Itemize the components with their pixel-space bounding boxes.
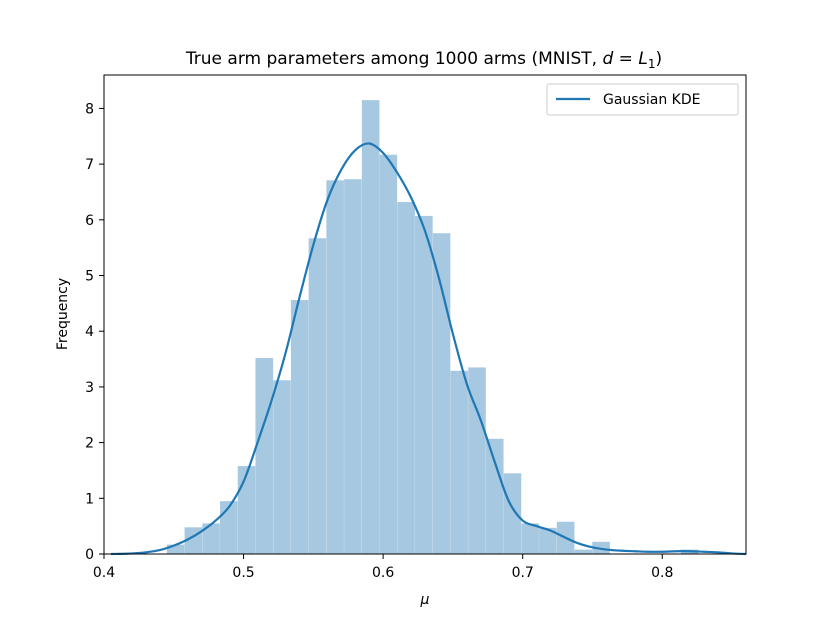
histogram-bar bbox=[219, 500, 238, 555]
chart-title: True arm parameters among 1000 arms (MNI… bbox=[185, 49, 662, 71]
x-tick-label: 0.5 bbox=[232, 565, 254, 581]
x-tick-label: 0.7 bbox=[512, 565, 534, 581]
y-axis-label: Frequency bbox=[55, 278, 71, 350]
histogram-bar bbox=[574, 549, 593, 555]
legend-label-kde: Gaussian KDE bbox=[603, 92, 701, 108]
x-axis-ticks: 0.4 0.5 0.6 0.7 0.8 bbox=[93, 554, 673, 581]
y-tick-label: 3 bbox=[85, 380, 94, 396]
histogram-bar bbox=[503, 472, 522, 555]
histogram-bar bbox=[521, 523, 540, 555]
histogram-bar bbox=[414, 215, 433, 555]
x-tick-label: 0.8 bbox=[651, 565, 673, 581]
y-tick-label: 5 bbox=[85, 269, 94, 285]
histogram-bar bbox=[396, 201, 416, 555]
histogram-bar bbox=[326, 180, 345, 555]
histogram-bar bbox=[272, 379, 292, 555]
y-tick-label: 8 bbox=[85, 101, 94, 117]
legend: Gaussian KDE bbox=[546, 83, 739, 116]
kde-curve bbox=[110, 142, 747, 556]
histogram-bar bbox=[450, 370, 469, 555]
x-axis-label: μ bbox=[420, 592, 430, 608]
y-axis-ticks: 0 1 2 3 4 5 6 7 8 bbox=[85, 101, 104, 563]
histogram-bar bbox=[255, 357, 274, 555]
legend-box bbox=[546, 83, 739, 116]
histogram-bars bbox=[166, 99, 699, 555]
histogram-bar bbox=[432, 232, 451, 555]
y-tick-label: 0 bbox=[85, 547, 94, 563]
histogram-bar bbox=[343, 178, 363, 555]
histogram-bar bbox=[237, 465, 256, 555]
histogram-bar bbox=[379, 154, 398, 555]
y-tick-label: 4 bbox=[85, 324, 94, 340]
y-tick-label: 1 bbox=[85, 491, 94, 507]
x-tick-label: 0.6 bbox=[372, 565, 394, 581]
y-tick-label: 6 bbox=[85, 213, 94, 229]
histogram-bar bbox=[290, 299, 309, 555]
histogram-bar bbox=[308, 237, 327, 555]
x-tick-label: 0.4 bbox=[93, 565, 115, 581]
y-tick-label: 2 bbox=[85, 436, 94, 452]
y-tick-label: 7 bbox=[85, 157, 94, 173]
histogram-bar bbox=[361, 99, 380, 555]
histogram-bar bbox=[485, 438, 504, 555]
plot-frame bbox=[103, 74, 747, 555]
